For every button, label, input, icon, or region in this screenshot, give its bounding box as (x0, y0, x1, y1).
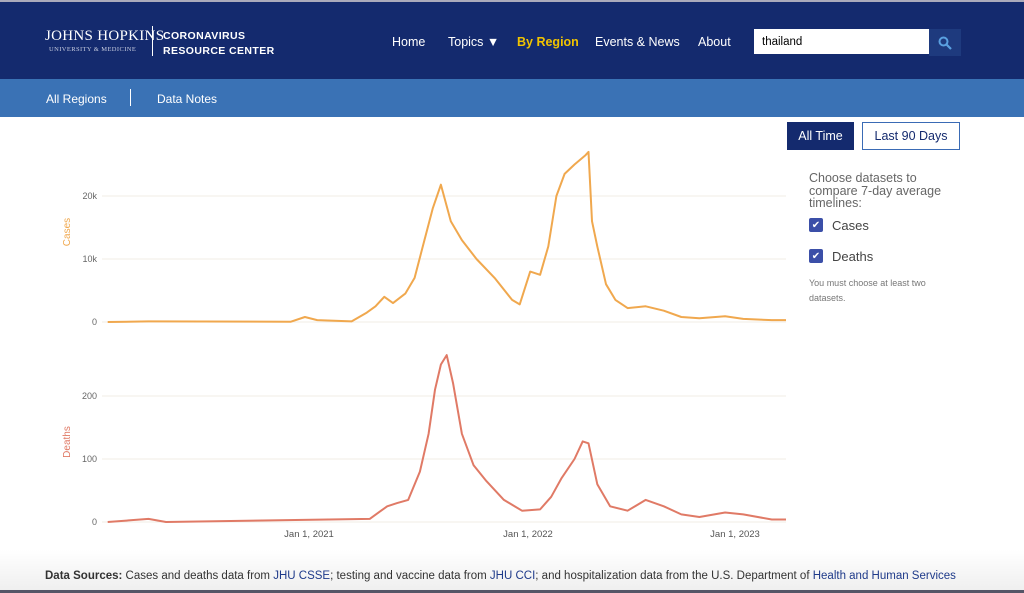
sub-navigation: All Regions Data Notes (0, 79, 1024, 117)
footer-text: ; testing and vaccine data from (330, 570, 490, 582)
dataset-note: You must choose at least two datasets. (809, 278, 926, 303)
last-90-days-button[interactable]: Last 90 Days (862, 122, 960, 150)
top-header: JOHNS HOPKINS UNIVERSITY & MEDICINE CORO… (0, 0, 1024, 79)
x-tick-label: Jan 1, 2022 (503, 529, 553, 540)
y-axis-label: Deaths (62, 426, 73, 458)
y-tick-label: 0 (92, 317, 97, 327)
nav-topics[interactable]: Topics ▼ (448, 35, 500, 49)
x-tick-label: Jan 1, 2021 (284, 529, 334, 540)
hhs-link[interactable]: Health and Human Services (812, 570, 956, 582)
x-tick-label: Jan 1, 2023 (710, 529, 760, 540)
cases-checkbox-label[interactable]: Cases (832, 218, 869, 233)
search-input[interactable] (754, 29, 929, 54)
site-title[interactable]: CORONAVIRUS RESOURCE CENTER (163, 29, 275, 59)
search-icon (938, 36, 952, 50)
y-axis-label: Cases (62, 218, 73, 246)
jhu-csse-link[interactable]: JHU CSSE (273, 570, 331, 582)
subnav-divider (130, 89, 131, 106)
data-sources-label: Data Sources: (45, 570, 123, 582)
deaths-line (107, 354, 786, 523)
site-title-line2: RESOURCE CENTER (163, 45, 275, 57)
nav-home[interactable]: Home (392, 35, 426, 49)
logo-divider (152, 26, 153, 56)
nav-by-region[interactable]: By Region (517, 35, 579, 49)
data-sources: Data Sources: Cases and deaths data from… (45, 566, 975, 586)
subnav-data-notes[interactable]: Data Notes (157, 92, 218, 106)
site-title-line1: CORONAVIRUS (163, 30, 246, 42)
y-tick-label: 20k (82, 191, 97, 201)
nav-about[interactable]: About (698, 35, 731, 49)
jhu-cci-link[interactable]: JHU CCI (489, 570, 536, 582)
choose-datasets-text: Choose datasets to compare 7-day average… (809, 171, 942, 210)
footer-text: Cases and deaths data from (122, 570, 274, 582)
deaths-checkbox-label[interactable]: Deaths (832, 249, 874, 264)
subnav-all-regions[interactable]: All Regions (46, 92, 107, 106)
y-tick-label: 10k (82, 254, 97, 264)
cases-line (107, 150, 786, 323)
all-time-button[interactable]: All Time (787, 122, 854, 150)
footer-text: ; and hospitalization data from the U.S.… (535, 570, 813, 582)
y-tick-label: 200 (82, 391, 97, 401)
deaths-checkbox[interactable]: ✔ (809, 249, 823, 263)
nav-events-news[interactable]: Events & News (595, 35, 680, 49)
cases-checkbox[interactable]: ✔ (809, 218, 823, 232)
footer-shade (0, 550, 1024, 593)
search-button[interactable] (929, 29, 961, 56)
y-tick-label: 0 (92, 517, 97, 527)
y-tick-label: 100 (82, 454, 97, 464)
jhu-logo[interactable]: JOHNS HOPKINS (45, 28, 165, 44)
jhu-logo-subtitle: UNIVERSITY & MEDICINE (49, 46, 137, 53)
window-edge (0, 590, 1024, 593)
